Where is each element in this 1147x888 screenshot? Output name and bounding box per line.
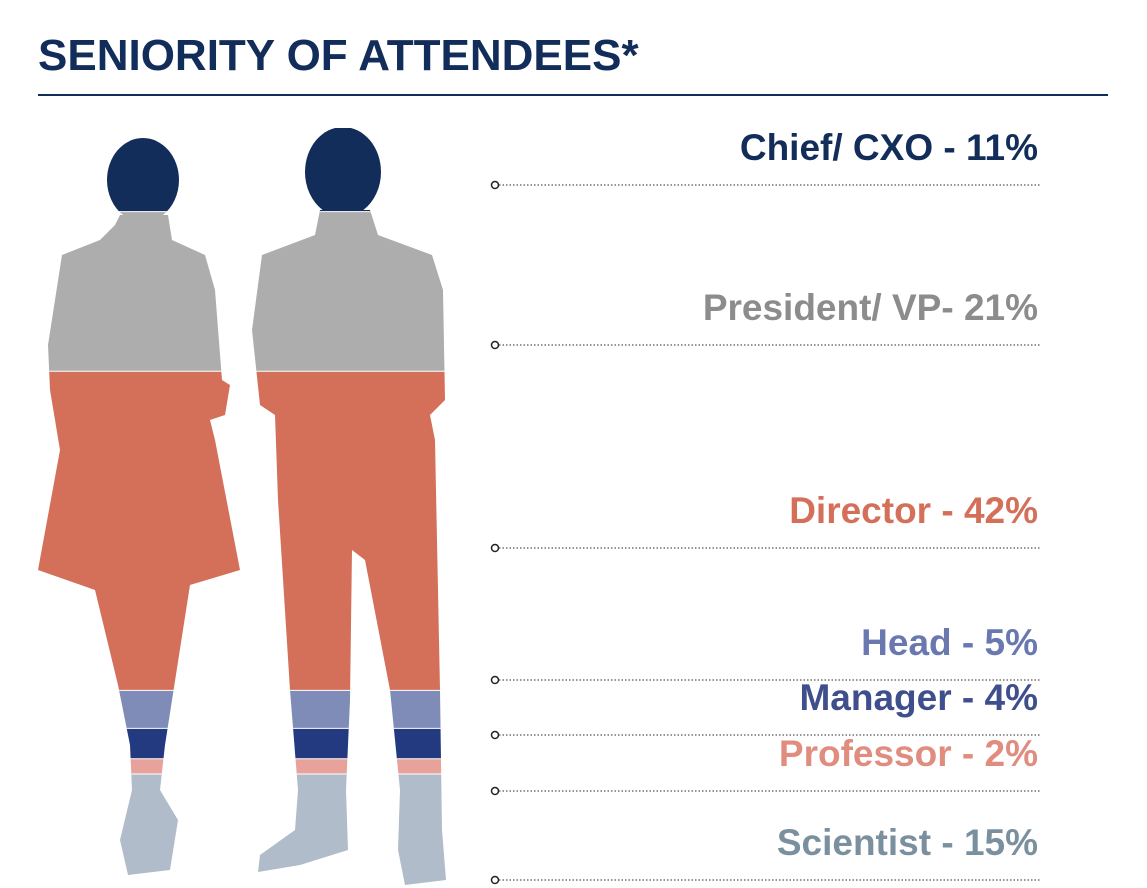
leader-dot — [490, 786, 500, 796]
leader-dot — [490, 730, 500, 740]
band — [38, 774, 446, 885]
band — [38, 211, 446, 372]
band — [38, 690, 446, 729]
category-label: Professor - 2% — [779, 733, 1038, 774]
chart-title: SENIORITY OF ATTENDEES* — [38, 31, 639, 80]
band — [38, 728, 446, 759]
silhouettes — [38, 128, 446, 885]
leader-dot — [490, 340, 500, 350]
band — [38, 371, 446, 691]
category-label: Chief/ CXO - 11% — [740, 127, 1038, 168]
leader-dot — [490, 543, 500, 553]
band — [38, 128, 446, 212]
category-label: Head - 5% — [861, 622, 1038, 663]
category-label: Scientist - 15% — [777, 822, 1038, 863]
leader-dot — [490, 875, 500, 885]
leader-dot — [490, 180, 500, 190]
category-label: Manager - 4% — [799, 677, 1038, 718]
category-label: President/ VP- 21% — [703, 287, 1038, 328]
category-label: Director - 42% — [789, 490, 1038, 531]
band — [38, 758, 446, 774]
leader-dot — [490, 675, 500, 685]
